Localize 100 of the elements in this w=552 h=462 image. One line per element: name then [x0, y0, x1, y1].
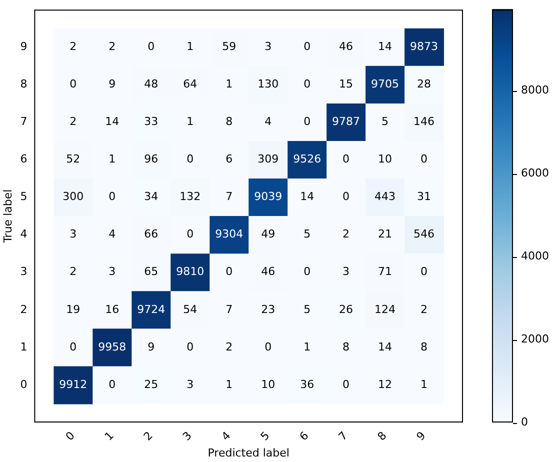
data-label: 0	[304, 40, 311, 53]
data-label: 49	[261, 228, 276, 241]
y-axis-title: True label	[1, 189, 14, 244]
data-label: 7	[226, 302, 233, 316]
data-label: 1	[186, 115, 194, 128]
x-tick-label: 9	[414, 429, 428, 444]
data-label: 2	[70, 265, 77, 278]
data-label: 0	[186, 340, 194, 354]
data-label: 3	[70, 228, 77, 241]
data-label: 21	[378, 228, 392, 241]
data-label: 1	[186, 40, 194, 53]
data-label: 59	[222, 40, 236, 53]
x-tick-label: 3	[180, 429, 194, 444]
x-axis-title: Predicted label	[208, 446, 290, 460]
data-label: 0	[186, 228, 194, 241]
data-label: 65	[144, 265, 158, 278]
color-bar-label: 6000	[521, 166, 549, 180]
data-label: 132	[180, 190, 201, 204]
data-label: 14	[300, 190, 314, 204]
data-label: 9873	[410, 40, 438, 53]
data-label: 1	[226, 378, 233, 391]
data-label: 19	[66, 302, 80, 316]
data-label: 0	[342, 152, 350, 166]
data-label: 96	[144, 152, 158, 166]
data-label: 0	[70, 78, 77, 91]
data-label: 9	[148, 340, 155, 354]
data-label: 16	[105, 302, 120, 316]
data-label: 46	[261, 265, 276, 278]
data-label: 0	[148, 40, 155, 53]
data-label: 14	[378, 40, 392, 53]
data-label: 1	[226, 78, 233, 91]
data-label: 2	[108, 40, 116, 53]
data-label: 124	[374, 302, 396, 316]
data-label: 10	[378, 152, 392, 166]
data-label: 12	[378, 378, 392, 391]
data-label: 52	[66, 152, 80, 166]
y-tick-label: 7	[20, 115, 28, 128]
data-label: 0	[342, 190, 350, 204]
data-label: 1	[420, 378, 428, 391]
y-tick-label: 4	[20, 228, 28, 241]
y-tick-label: 2	[20, 302, 28, 316]
x-tick-label: 0	[63, 429, 78, 444]
x-tick-label: 7	[336, 429, 350, 444]
data-label: 31	[417, 190, 432, 204]
data-label: 2	[226, 340, 233, 354]
data-label: 9912	[59, 378, 88, 391]
data-label: 14	[378, 340, 392, 354]
data-label: 9787	[332, 115, 360, 128]
data-label: 15	[339, 78, 354, 91]
data-label: 0	[342, 378, 350, 391]
data-label: 8	[420, 340, 428, 354]
y-tick-label: 3	[20, 265, 28, 278]
data-label: 4	[264, 115, 272, 128]
data-label: 3	[108, 265, 116, 278]
data-label: 5	[304, 228, 311, 241]
x-tick-label: 6	[297, 429, 312, 444]
data-label: 23	[261, 302, 276, 316]
data-label: 1	[108, 152, 116, 166]
data-label: 309	[258, 152, 279, 166]
data-label: 9039	[254, 190, 282, 204]
data-label: 0	[420, 152, 428, 166]
data-label: 6	[226, 152, 233, 166]
x-tick-label: 4	[219, 429, 234, 444]
data-label: 2	[420, 302, 428, 316]
y-tick-label: 5	[20, 190, 28, 204]
data-label: 146	[414, 115, 435, 128]
data-label: 9810	[176, 265, 204, 278]
data-label: 3	[264, 40, 272, 53]
y-tick-label: 0	[20, 378, 28, 391]
data-label: 64	[183, 78, 198, 91]
data-label: 130	[258, 78, 279, 91]
y-tick-label: 6	[20, 152, 28, 166]
data-label: 9705	[371, 78, 400, 91]
color-bar-label: 8000	[521, 84, 549, 97]
data-label: 7	[226, 190, 233, 204]
data-label: 33	[144, 115, 158, 128]
data-label: 3	[186, 378, 194, 391]
data-label: 36	[300, 378, 314, 391]
color-bar-label: 0	[521, 415, 528, 428]
data-label: 10	[261, 378, 276, 391]
color-bar-label: 2000	[521, 332, 549, 346]
data-label: 5	[304, 302, 311, 316]
y-tick-label: 1	[20, 340, 28, 354]
data-label: 48	[144, 78, 158, 91]
data-label: 0	[304, 78, 311, 91]
data-label: 9958	[98, 340, 126, 354]
data-label: 0	[108, 378, 116, 391]
data-label: 0	[186, 152, 194, 166]
data-label: 25	[144, 378, 158, 391]
data-label: 2	[70, 40, 77, 53]
data-label: 9526	[293, 152, 322, 166]
data-label: 28	[417, 78, 432, 91]
data-label: 1	[304, 340, 311, 354]
x-tick-label: 5	[258, 429, 272, 444]
y-tick-label: 9	[20, 40, 28, 53]
data-label: 71	[378, 265, 392, 278]
data-label: 0	[226, 265, 233, 278]
data-label: 443	[374, 190, 396, 204]
data-label: 2	[70, 115, 77, 128]
data-label: 0	[264, 340, 272, 354]
